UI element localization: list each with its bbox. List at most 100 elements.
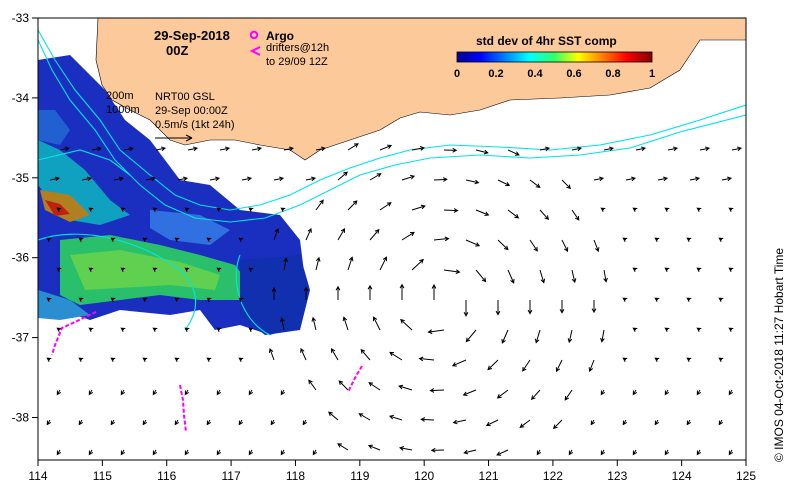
current-arrow (462, 389, 477, 396)
current-arrow (664, 207, 670, 212)
current-arrow (475, 269, 487, 283)
current-arrow (487, 359, 499, 371)
current-arrow (590, 419, 596, 426)
map-date: 29-Sep-2018 (154, 28, 230, 43)
current-arrow (728, 267, 734, 272)
current-arrow (401, 231, 415, 241)
argo-drifter-tracks (51, 311, 363, 433)
current-arrow (270, 419, 276, 426)
x-tick-label: 115 (93, 469, 112, 483)
current-arrow (110, 357, 116, 362)
current-arrow (184, 449, 190, 456)
current-arrow (622, 419, 628, 426)
current-arrow (368, 382, 381, 391)
current-arrow (539, 209, 550, 221)
product-line-1: NRT00 GSL (155, 91, 215, 103)
current-arrow (177, 176, 189, 182)
current-arrow (315, 146, 327, 152)
x-tick-label: 125 (736, 469, 756, 483)
current-arrow (206, 357, 212, 362)
current-arrow (110, 237, 116, 242)
current-arrow (206, 237, 212, 242)
current-arrow (379, 144, 393, 151)
current-arrow (559, 300, 565, 314)
current-arrow (110, 297, 116, 302)
current-arrow (273, 176, 285, 182)
current-arrow (561, 179, 572, 190)
current-arrow (280, 449, 286, 456)
current-arrow (664, 327, 670, 332)
current-arrow (338, 380, 349, 391)
current-arrow (369, 228, 380, 241)
current-arrow (152, 207, 158, 212)
y-tick-label: -37 (12, 331, 30, 345)
current-arrow (302, 419, 308, 426)
current-arrow (187, 146, 199, 152)
current-arrow (56, 327, 62, 332)
current-arrow (593, 239, 600, 253)
product-line-3: 0.5m/s (1kt 24h) (155, 119, 234, 131)
y-tick-label: -36 (12, 251, 30, 265)
current-arrow (184, 327, 190, 332)
x-tick-label: 117 (222, 469, 241, 483)
current-arrow (152, 327, 158, 332)
current-arrow (46, 419, 52, 426)
y-tick-label: -33 (12, 11, 30, 25)
current-arrow (451, 359, 467, 367)
current-arrow (529, 179, 541, 188)
current-arrow (280, 389, 286, 396)
current-arrow (529, 239, 538, 252)
current-arrow (401, 174, 416, 181)
current-arrow (238, 237, 244, 242)
plot-frame (37, 17, 747, 461)
current-arrow (696, 207, 702, 212)
current-arrow (497, 239, 509, 251)
current-arrow (664, 267, 670, 272)
current-arrow (142, 419, 148, 426)
current-arrow (696, 449, 702, 456)
current-arrow (248, 207, 254, 212)
current-arrow (206, 297, 212, 302)
x-tick-label: 122 (543, 469, 563, 483)
current-arrow (184, 267, 190, 272)
current-arrow (174, 237, 180, 242)
current-arrow (632, 449, 638, 456)
current-arrow (152, 389, 158, 396)
credit-text: © IMOS 04-Oct-2018 11:27 Hobart Time (772, 247, 786, 462)
current-arrow (360, 348, 371, 361)
current-arrow (696, 327, 702, 332)
current-arrow (46, 237, 52, 242)
current-arrow (519, 419, 531, 428)
current-arrow (303, 286, 309, 300)
argo-label: Argo (266, 29, 294, 43)
current-arrow (718, 237, 724, 242)
current-arrow (88, 267, 94, 272)
current-arrow (367, 284, 373, 300)
current-arrow (308, 379, 317, 391)
current-arrow (664, 389, 670, 396)
current-arrow (283, 146, 295, 152)
current-arrow (622, 297, 628, 302)
argo-symbol-icon (249, 30, 259, 40)
current-arrow (399, 446, 413, 451)
current-arrow (78, 419, 84, 426)
drifters-label-2: to 29/09 12Z (266, 56, 328, 68)
current-arrow (273, 227, 280, 241)
current-arrow (367, 444, 381, 451)
current-arrow (56, 389, 62, 396)
current-arrow (632, 389, 638, 396)
current-arrow (443, 208, 459, 213)
current-arrow (728, 207, 734, 212)
y-tick-label: -35 (12, 171, 30, 185)
drifter-track (347, 365, 363, 393)
x-tick-label: 118 (286, 469, 305, 483)
x-tick-label: 116 (157, 469, 176, 483)
current-arrow (78, 237, 84, 242)
current-arrow (113, 176, 125, 182)
current-arrow (555, 359, 563, 373)
current-arrow (728, 327, 734, 332)
current-arrow (603, 269, 608, 283)
current-arrow (686, 357, 692, 362)
colorbar-tick-label: 0 (454, 68, 460, 80)
current-arrow (120, 389, 126, 396)
